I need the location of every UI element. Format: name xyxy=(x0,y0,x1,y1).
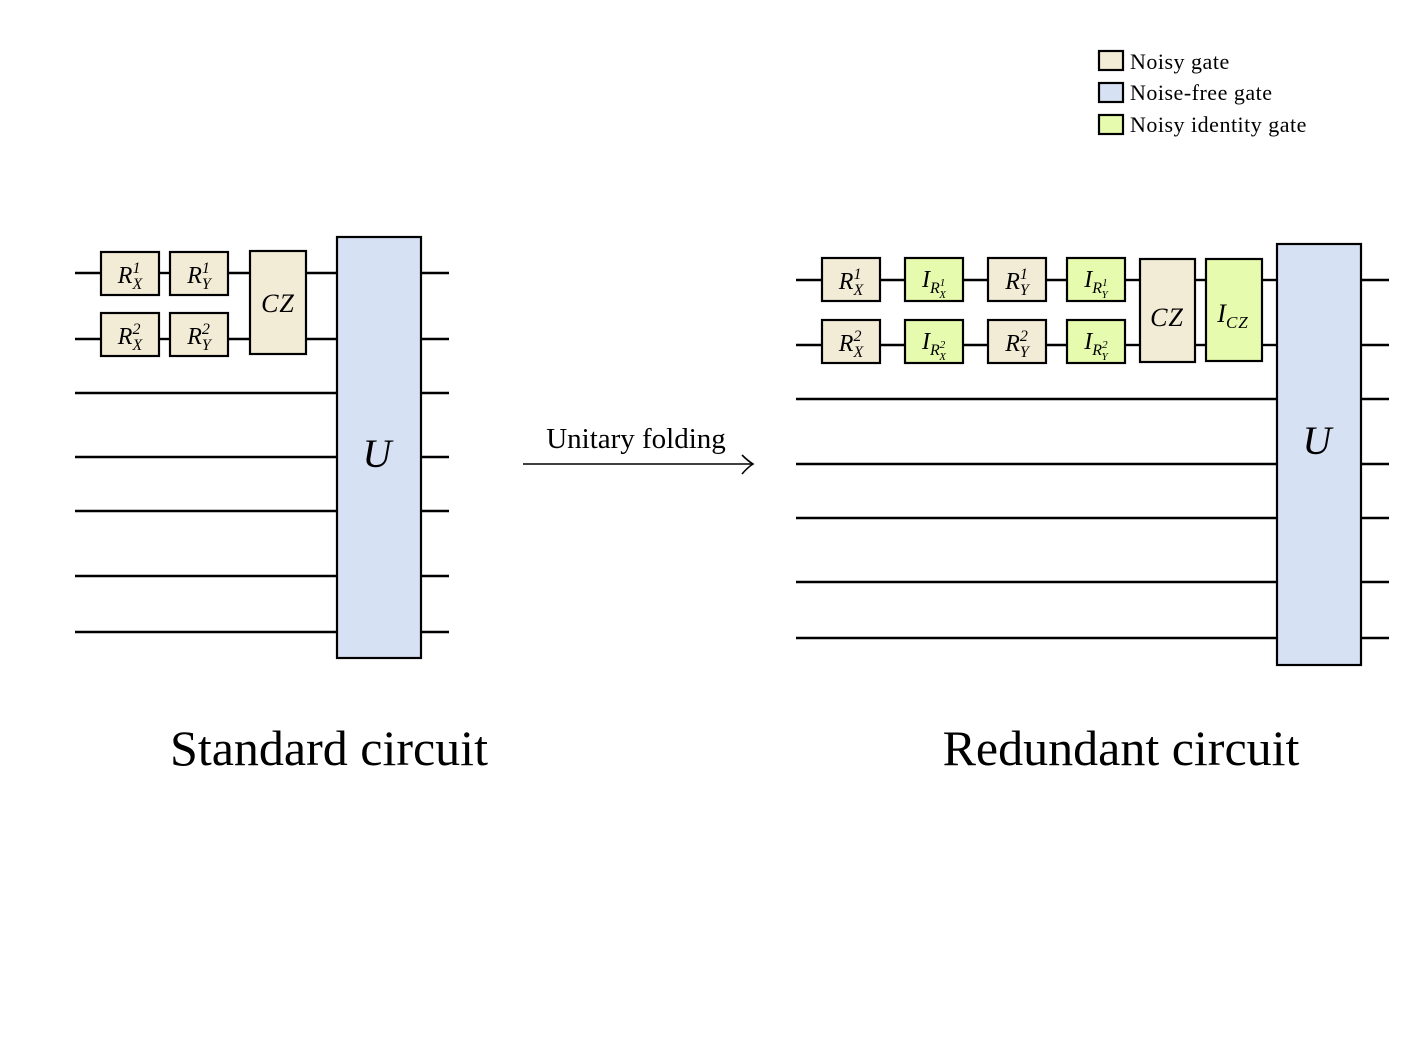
caption-redundant: Redundant circuit xyxy=(943,720,1300,776)
gate-rx1: R1 X xyxy=(99,250,161,297)
arrow-label: Unitary folding xyxy=(546,423,726,455)
arrow-head xyxy=(741,454,755,475)
gate-label: R1 Y xyxy=(1004,266,1031,299)
caption-standard: Standard circuit xyxy=(170,720,488,776)
gate-label: IR1 X xyxy=(921,267,947,301)
gate-label: ICZ xyxy=(1216,299,1248,332)
redundant-wires xyxy=(796,278,1389,640)
gate-ry2: R2 Y xyxy=(168,311,230,358)
redundant-circuit: R1 X IR1 X R1 Y IR1 Y R2 X IR2 X R2 Y IR xyxy=(796,242,1389,776)
gate-label: R2 Y xyxy=(1004,328,1031,361)
gate-rx1: R1 X xyxy=(820,256,882,303)
gate-label: R1 Y xyxy=(186,260,213,293)
gate-identity-ry2: IR2 Y xyxy=(1065,318,1127,365)
gate-label: CZ xyxy=(261,289,295,318)
legend-label-identity: Noisy identity gate xyxy=(1130,112,1307,137)
standard-wires xyxy=(75,271,449,634)
gate-label: IR1 Y xyxy=(1083,267,1109,301)
legend-label-noise-free: Noise-free gate xyxy=(1130,80,1272,105)
gate-cz: CZ xyxy=(248,249,308,356)
gate-label: R2 X xyxy=(117,321,144,354)
gate-rx2: R2 X xyxy=(99,311,161,358)
legend-label-noisy: Noisy gate xyxy=(1130,49,1230,74)
gate-rx2: R2 X xyxy=(820,318,882,365)
gate-label: IR2 Y xyxy=(1083,329,1109,363)
gate-label: R1 X xyxy=(117,260,144,293)
gate-identity-ry1: IR1 Y xyxy=(1065,256,1127,303)
legend-swatch-identity xyxy=(1097,113,1125,136)
gate-label: CZ xyxy=(1150,303,1184,332)
gate-u: U xyxy=(335,235,423,660)
standard-circuit: R1 X R1 Y R2 X R2 Y CZ U Standard circuit xyxy=(75,235,488,776)
gate-label: U xyxy=(1303,418,1335,463)
gate-ry1: R1 Y xyxy=(168,250,230,297)
gate-label: R2 X xyxy=(838,328,865,361)
gate-u: U xyxy=(1275,242,1363,667)
legend-swatch-noise-free xyxy=(1097,81,1125,104)
gate-cz: CZ xyxy=(1138,257,1197,364)
gate-label: U xyxy=(363,431,395,476)
legend-swatch-noisy xyxy=(1097,49,1125,72)
gate-ry1: R1 Y xyxy=(986,256,1048,303)
gate-identity-cz: ICZ xyxy=(1204,257,1264,363)
gate-ry2: R2 Y xyxy=(986,318,1048,365)
gate-label: R2 Y xyxy=(186,321,213,354)
legend-item-identity: Noisy identity gate xyxy=(1097,112,1307,137)
gate-label: R1 X xyxy=(838,266,865,299)
gate-label: IR2 X xyxy=(921,329,947,363)
gate-identity-rx1: IR1 X xyxy=(903,256,965,303)
legend-item-noise-free: Noise-free gate xyxy=(1097,80,1272,105)
gate-identity-rx2: IR2 X xyxy=(903,318,965,365)
folding-arrow: Unitary folding xyxy=(523,423,755,475)
legend: Noisy gate Noise-free gate Noisy identit… xyxy=(1097,49,1307,137)
legend-item-noisy: Noisy gate xyxy=(1097,49,1230,74)
